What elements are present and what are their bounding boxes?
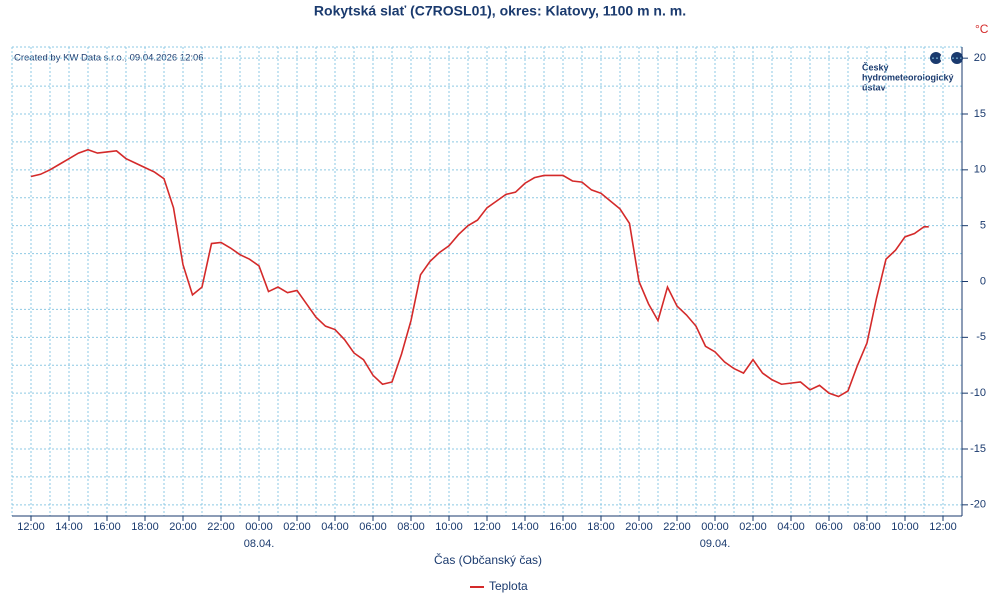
- x-tick-label: 06:00: [815, 521, 843, 533]
- x-tick-label: 18:00: [131, 521, 159, 533]
- x-tick-label: 08:00: [853, 521, 881, 533]
- legend-label: Teplota: [489, 579, 528, 593]
- x-tick-label: 04:00: [321, 521, 349, 533]
- y-tick-label: -5: [976, 331, 986, 343]
- x-tick-label: 02:00: [739, 521, 767, 533]
- y-tick-label: -10: [970, 387, 986, 399]
- x-tick-label: 08:00: [397, 521, 425, 533]
- chart-title: Rokytská slať (C7ROSL01), okres: Klatovy…: [314, 3, 686, 19]
- x-tick-label: 00:00: [701, 521, 729, 533]
- y-tick-label: -15: [970, 443, 986, 455]
- x-tick-label: 22:00: [207, 521, 235, 533]
- y-tick-label: 15: [974, 108, 986, 120]
- x-tick-label: 02:00: [283, 521, 311, 533]
- y-tick-label: -20: [970, 499, 986, 511]
- x-tick-label: 18:00: [587, 521, 615, 533]
- y-tick-label: 5: [980, 220, 986, 232]
- x-axis-label: Čas (Občanský čas): [434, 552, 542, 567]
- x-tick-label: 20:00: [625, 521, 653, 533]
- line-series: [30, 148, 929, 398]
- x-tick-label: 10:00: [891, 521, 919, 533]
- x-tick-label: 22:00: [663, 521, 691, 533]
- x-tick-label: 20:00: [169, 521, 197, 533]
- x-date-label: 08.04.: [244, 538, 275, 550]
- y-unit: °C: [975, 22, 989, 36]
- x-tick-label: 12:00: [17, 521, 45, 533]
- x-tick-label: 06:00: [359, 521, 387, 533]
- x-tick-label: 10:00: [435, 521, 463, 533]
- x-tick-label: 16:00: [549, 521, 577, 533]
- y-tick-label: 20: [974, 52, 986, 64]
- x-tick-label: 00:00: [245, 521, 273, 533]
- x-tick-label: 04:00: [777, 521, 805, 533]
- x-tick-label: 16:00: [93, 521, 121, 533]
- logo-text: ústav: [862, 82, 886, 92]
- logo-text: Český: [862, 61, 889, 72]
- x-tick-label: 14:00: [55, 521, 83, 533]
- x-tick-label: 14:00: [511, 521, 539, 533]
- x-tick-label: 12:00: [473, 521, 501, 533]
- x-tick-label: 12:00: [929, 521, 957, 533]
- y-tick-label: 0: [980, 275, 986, 287]
- logo-text: hydrometeorologický: [862, 72, 954, 82]
- y-tick-label: 10: [974, 164, 986, 176]
- x-date-label: 09.04.: [700, 538, 731, 550]
